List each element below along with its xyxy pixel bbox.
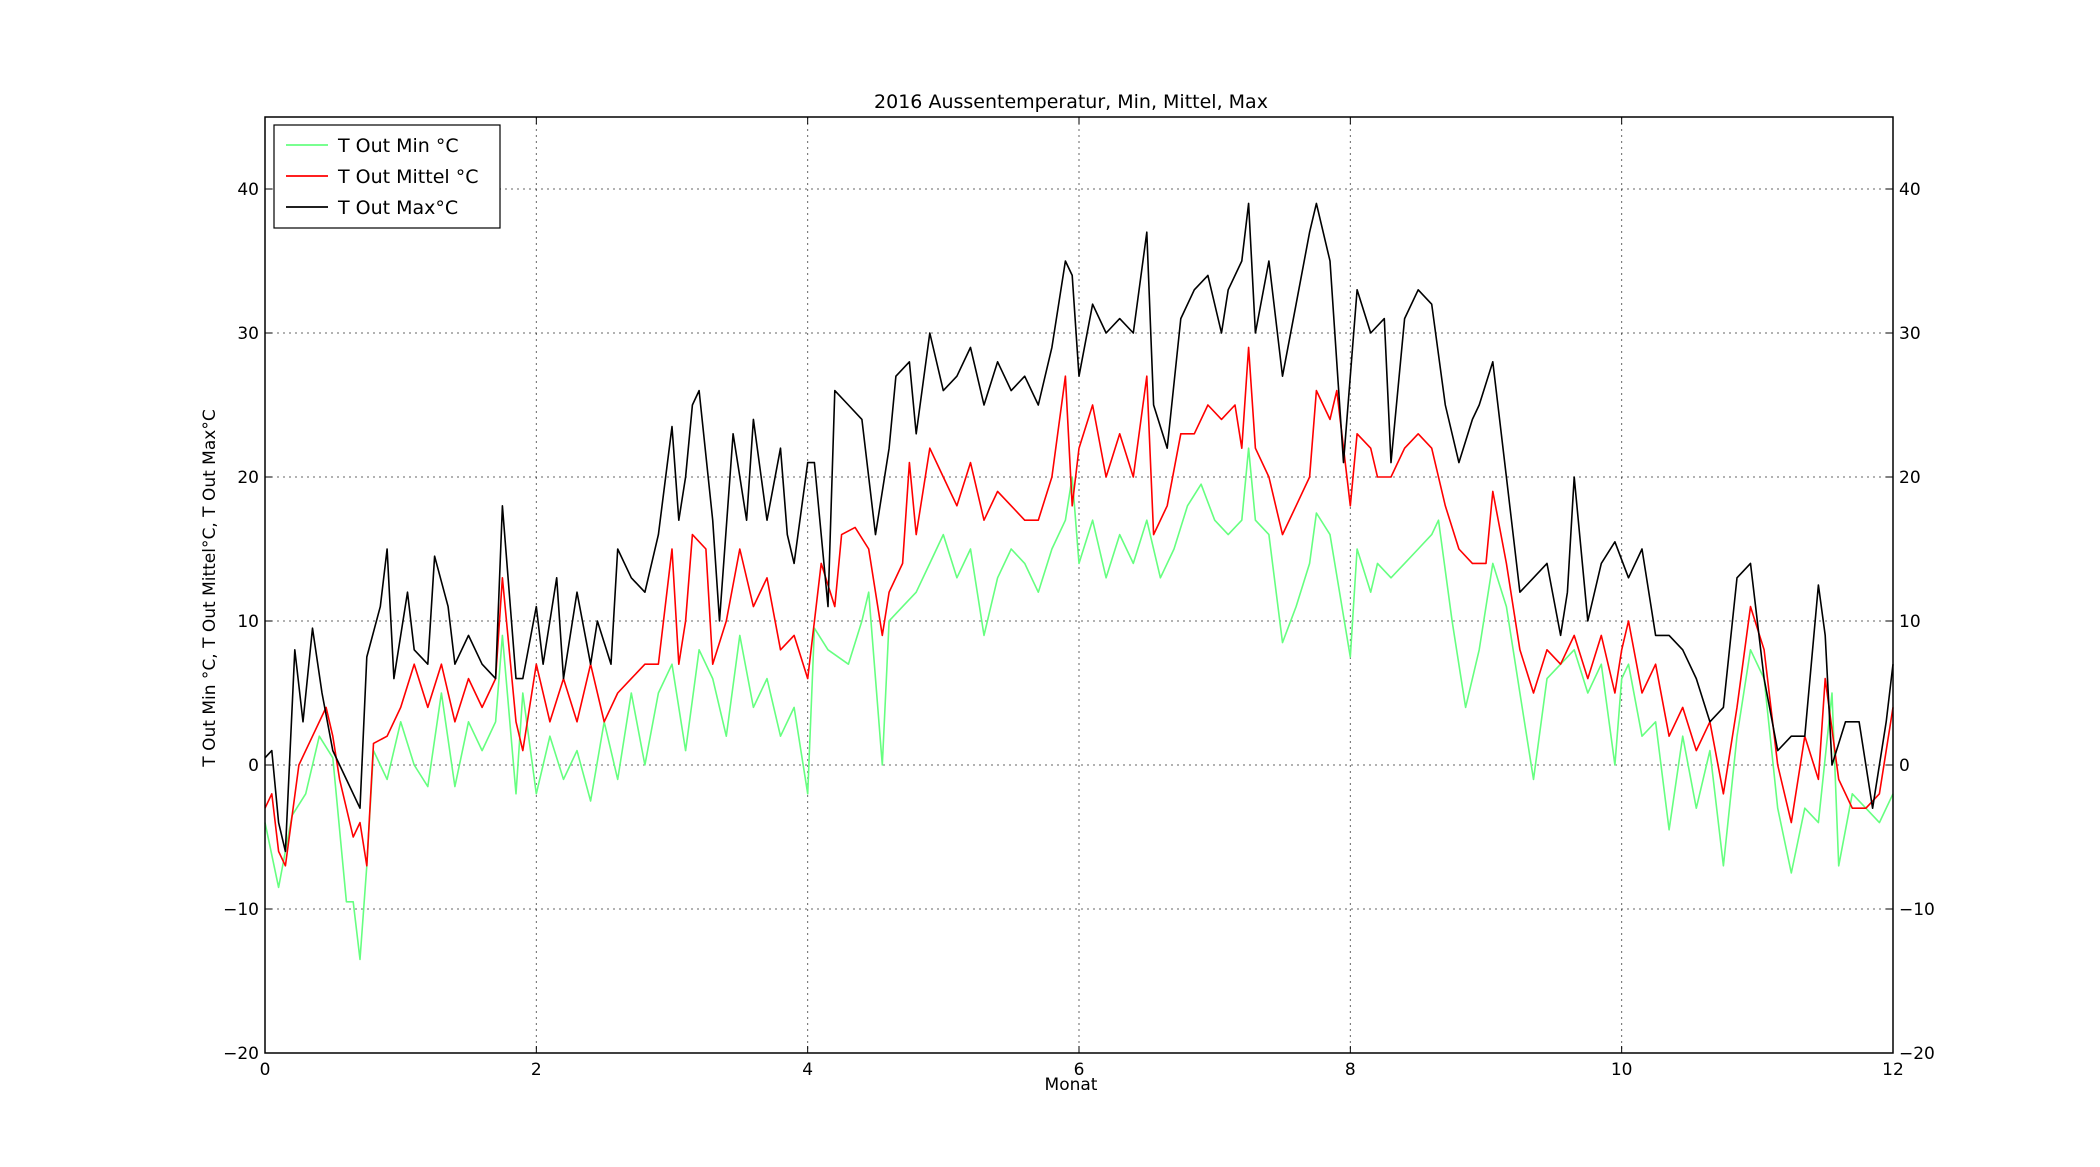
series-line-0 [264,447,1894,961]
legend-label: T Out Mittel °C [337,166,478,188]
x-tick-label: 12 [1882,1060,1904,1080]
x-tick-label: 10 [1611,1060,1633,1080]
y-tick-label-left: −20 [223,1044,259,1064]
y-tick-label-left: 30 [237,324,259,344]
x-tick-label: 2 [531,1060,542,1080]
legend: T Out Min °C T Out Mittel °C T Out Max°C [273,124,501,229]
y-tick-label-right: 30 [1899,324,1921,344]
legend-box [273,124,501,229]
y-tick-label-left: 10 [237,612,259,632]
y-tick-label-right: 10 [1899,612,1921,632]
series-line-1 [264,346,1894,867]
y-axis-label: T Out Min °C, T Out Mittel°C, T Out Max°… [200,409,220,767]
y-tick-label-right: 20 [1899,468,1921,488]
series-lines [264,202,1894,961]
x-axis-label: Monat [1045,1075,1098,1095]
y-tick-label-right: −20 [1899,1044,1935,1064]
x-tick-label: 6 [1074,1060,1085,1080]
x-tick-label: 0 [260,1060,271,1080]
chart-title: 2016 Aussentemperatur, Min, Mittel, Max [874,91,1268,113]
y-tick-label-right: 0 [1899,756,1910,776]
y-tick-label-right: −10 [1899,900,1935,920]
series-line-2 [264,202,1894,853]
y-tick-label-left: 20 [237,468,259,488]
y-tick-label-left: 0 [248,756,259,776]
grid-lines [265,117,1893,1053]
x-tick-label: 8 [1345,1060,1356,1080]
y-tick-label-right: 40 [1899,180,1921,200]
y-tick-label-left: 40 [237,180,259,200]
legend-label: T Out Min °C [337,135,459,157]
y-tick-label-left: −10 [223,900,259,920]
legend-label: T Out Max°C [337,197,458,219]
x-tick-label: 4 [802,1060,813,1080]
